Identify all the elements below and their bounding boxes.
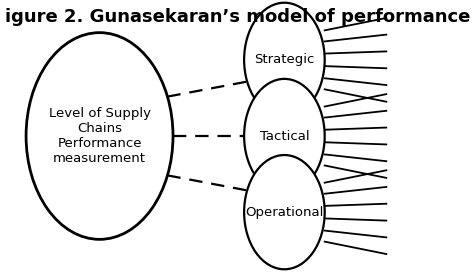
Ellipse shape [244,3,325,117]
Ellipse shape [244,155,325,269]
Text: Level of Supply
Chains
Performance
measurement: Level of Supply Chains Performance measu… [48,107,151,165]
Ellipse shape [244,79,325,193]
Ellipse shape [26,33,173,239]
Text: Operational: Operational [245,206,324,219]
Text: Tactical: Tactical [260,129,309,143]
Text: Strategic: Strategic [254,53,315,66]
Text: igure 2. Gunasekaran’s model of performance m: igure 2. Gunasekaran’s model of performa… [5,8,474,26]
